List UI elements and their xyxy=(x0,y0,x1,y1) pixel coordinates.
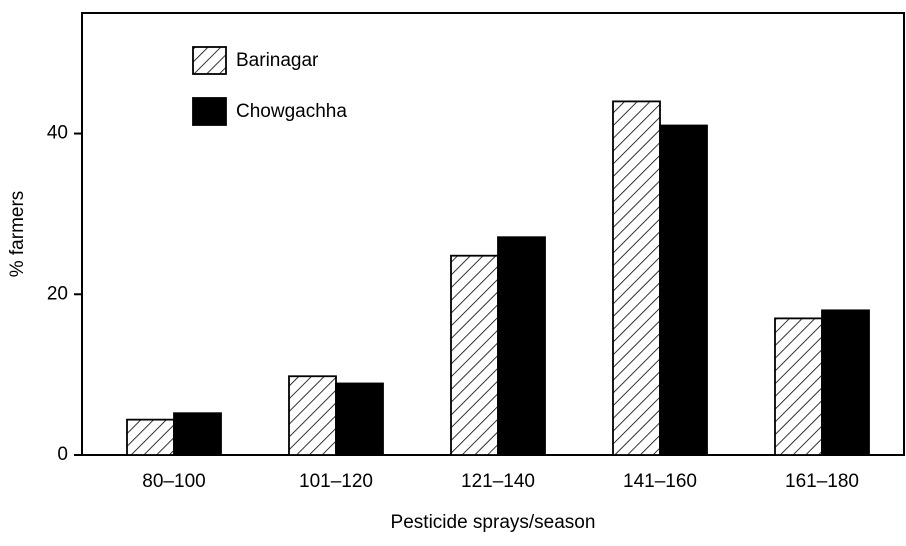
y-tick-label: 0 xyxy=(57,444,68,465)
bar xyxy=(126,418,175,456)
x-tick-label: 80–100 xyxy=(142,471,205,492)
y-tick-label: 20 xyxy=(47,283,68,304)
x-tick-label: 121–140 xyxy=(461,471,535,492)
x-tick-label: 161–180 xyxy=(785,471,859,492)
legend-label: Chowgachha xyxy=(236,101,347,122)
bar xyxy=(612,100,661,456)
legend-swatch xyxy=(192,46,227,75)
legend-swatch xyxy=(192,97,227,126)
bar xyxy=(497,236,546,456)
legend-label: Barinagar xyxy=(236,50,319,71)
y-tick-label: 40 xyxy=(47,123,68,144)
x-axis-label: Pesticide sprays/season xyxy=(391,512,596,533)
bar xyxy=(335,382,384,456)
x-tick-label: 141–160 xyxy=(623,471,697,492)
bar xyxy=(288,375,337,456)
x-tick-label: 101–120 xyxy=(299,471,373,492)
bar xyxy=(659,124,708,456)
bar xyxy=(173,412,222,456)
bar xyxy=(821,309,870,456)
y-axis-label: % farmers xyxy=(7,191,28,278)
bar xyxy=(450,254,499,456)
bar xyxy=(774,317,823,456)
